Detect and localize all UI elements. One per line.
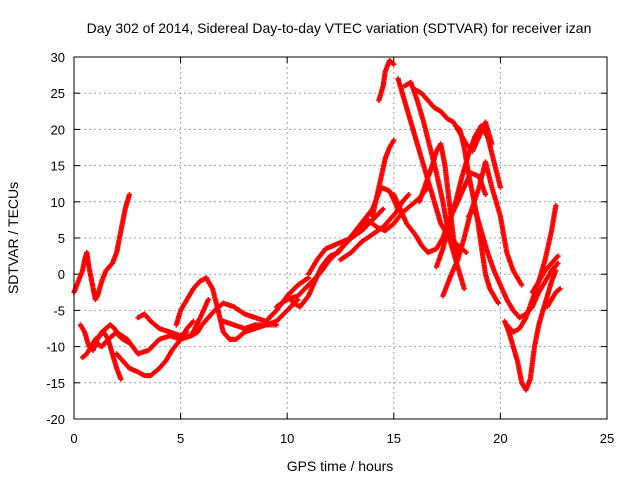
grid [74, 57, 607, 419]
data-points [71, 58, 563, 393]
y-tick-label: 15 [51, 159, 65, 174]
data-point [555, 253, 561, 259]
x-tick-label: 20 [493, 431, 507, 446]
chart-title: Day 302 of 2014, Sidereal Day-to-day VTE… [87, 20, 592, 36]
data-point [380, 206, 386, 212]
series-arc-13 [337, 191, 412, 263]
series-arc-1 [71, 191, 133, 303]
y-tick-label: -15 [46, 376, 65, 391]
data-point [519, 282, 525, 288]
data-point [555, 260, 561, 266]
x-tick-label: 15 [387, 431, 401, 446]
y-tick-label: 0 [58, 267, 65, 282]
data-point [184, 329, 190, 335]
data-point [391, 137, 397, 143]
x-tick-label: 0 [70, 431, 77, 446]
series-arc-27 [529, 253, 561, 295]
data-point [553, 202, 559, 209]
y-tick-label: 25 [51, 86, 65, 101]
x-tick-label: 25 [600, 431, 614, 446]
series-arc-9 [220, 296, 301, 332]
data-point [126, 191, 133, 198]
series-arc-15 [376, 58, 397, 104]
series-arc-5 [114, 318, 196, 379]
series-arc-7 [173, 275, 280, 342]
y-axis-label: SDTVAR / TECUs [5, 182, 21, 294]
series-arc-28 [544, 286, 563, 310]
y-tick-label: 30 [51, 50, 65, 65]
data-point [461, 286, 467, 292]
series-arc-21 [433, 123, 503, 270]
data-point [406, 191, 412, 198]
y-tick-label: 5 [58, 231, 65, 246]
x-tick-label: 5 [177, 431, 184, 446]
series-arc-3 [79, 329, 124, 382]
data-point [482, 191, 489, 198]
series-arc-8 [188, 275, 312, 339]
data-point [497, 184, 503, 190]
series-arc-6 [135, 311, 190, 339]
series-arc-14 [369, 137, 397, 219]
y-tick-label: -10 [46, 340, 65, 355]
y-tick-label: -5 [53, 303, 65, 318]
x-tick-label: 10 [280, 431, 294, 446]
data-point [391, 61, 397, 67]
data-point [205, 296, 211, 303]
data-point [553, 267, 559, 274]
y-tick-label: -20 [46, 412, 65, 427]
plot-frame [73, 56, 608, 420]
y-tick-label: 20 [51, 122, 65, 137]
data-point [495, 300, 501, 306]
data-point [557, 286, 563, 292]
data-point [118, 376, 124, 382]
data-point [463, 249, 469, 256]
data-point [190, 318, 196, 324]
x-axis-label: GPS time / hours [287, 458, 394, 474]
y-tick-label: 10 [51, 195, 65, 210]
